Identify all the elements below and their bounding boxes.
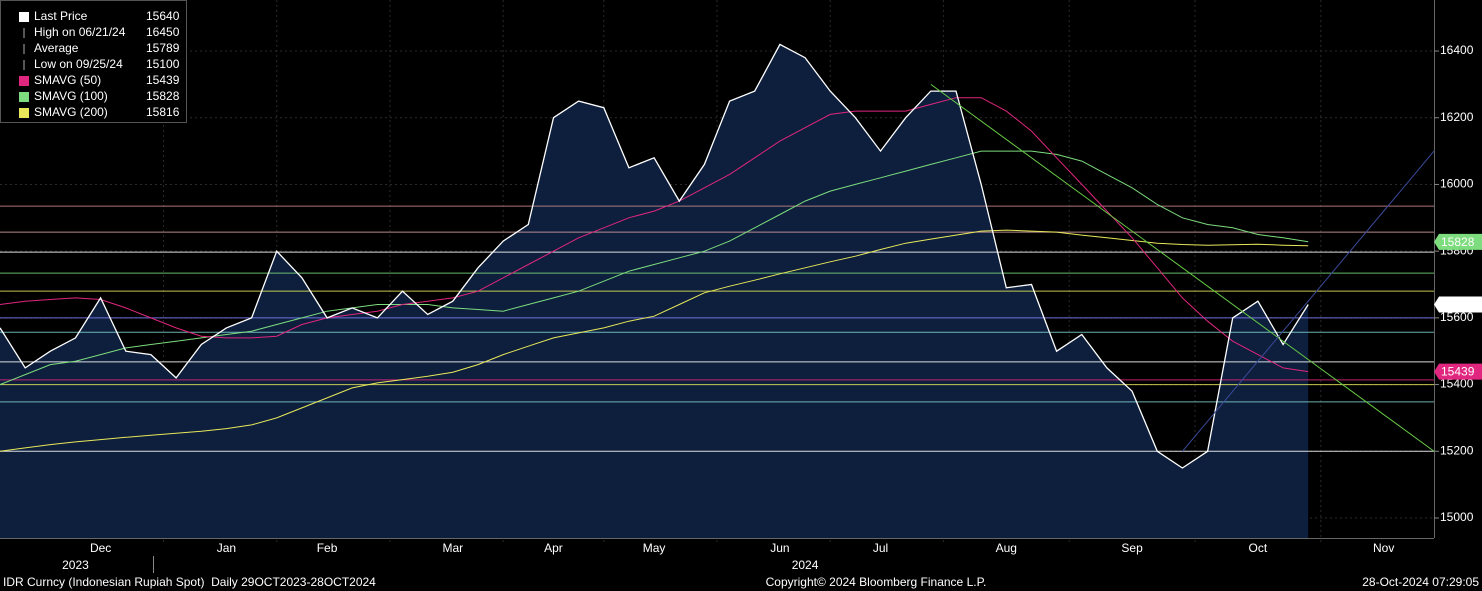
value-tag: 15640: [1441, 298, 1475, 312]
series-line: [0, 43, 1309, 469]
legend-value: 16450: [146, 25, 180, 39]
footer-left: IDR Curncy (Indonesian Rupiah Spot) Dail…: [3, 575, 376, 589]
y-tick-label: 16400: [1440, 43, 1474, 57]
x-tick-label: Dec: [90, 541, 111, 555]
legend-label: Last Price: [34, 9, 88, 23]
trend-line: [1182, 150, 1435, 452]
value-tag-box: [1434, 233, 1482, 250]
footer-right: 28-Oct-2024 07:29:05: [1362, 575, 1479, 589]
legend-label: High on 06/21/24: [34, 25, 126, 39]
legend-value: 15816: [146, 105, 180, 119]
value-tag-box: [1434, 363, 1482, 380]
year-label: 2024: [792, 558, 819, 572]
legend-value: 15640: [146, 9, 180, 23]
legend-swatch: [19, 12, 29, 22]
legend-value: 15789: [146, 41, 180, 55]
series-line: [0, 150, 1309, 386]
x-tick-label: Oct: [1249, 541, 1268, 555]
legend-label: SMAVG (100): [34, 89, 108, 103]
y-tick-label: 16000: [1440, 177, 1474, 191]
series-line: [0, 97, 1309, 373]
legend: Last Price 15640 High on 06/21/24 16450 Aver…: [0, 0, 187, 123]
legend-box: [0, 0, 187, 123]
x-tick-label: Apr: [544, 541, 563, 555]
x-tick-label: Sep: [1121, 541, 1143, 555]
legend-label: SMAVG (50): [34, 73, 101, 87]
y-tick-label: 16200: [1440, 110, 1474, 124]
trend-line: [930, 83, 1435, 452]
legend-swatch: [19, 92, 29, 102]
value-tag: 15828: [1441, 235, 1475, 249]
x-tick-label: Aug: [996, 541, 1017, 555]
x-tick-label: Jul: [873, 541, 888, 555]
legend-label: Low on 09/25/24: [34, 57, 123, 71]
x-tick-label: Mar: [443, 541, 464, 555]
legend-value: 15439: [146, 73, 180, 87]
y-tick-label: 15400: [1440, 377, 1474, 391]
y-tick-label: 15000: [1440, 510, 1474, 524]
footer-center: Copyright© 2024 Bloomberg Finance L.P.: [766, 575, 987, 589]
y-tick-label: 15200: [1440, 443, 1474, 457]
value-tag: 15439: [1441, 365, 1475, 379]
x-tick-label: May: [643, 541, 666, 555]
series-line: [0, 229, 1309, 452]
legend-label: Average: [34, 41, 79, 55]
x-tick-label: Nov: [1373, 541, 1394, 555]
legend-swatch: [19, 76, 29, 86]
x-tick-label: Jun: [770, 541, 789, 555]
legend-value: 15100: [146, 57, 180, 71]
value-tag-box: [1434, 296, 1482, 313]
x-tick-label: Jan: [217, 541, 236, 555]
legend-swatch: [19, 108, 29, 118]
year-label: 2023: [62, 558, 89, 572]
legend-value: 15828: [146, 89, 180, 103]
y-tick-label: 15600: [1440, 310, 1474, 324]
legend-label: SMAVG (200): [34, 105, 108, 119]
x-tick-label: Feb: [317, 541, 338, 555]
